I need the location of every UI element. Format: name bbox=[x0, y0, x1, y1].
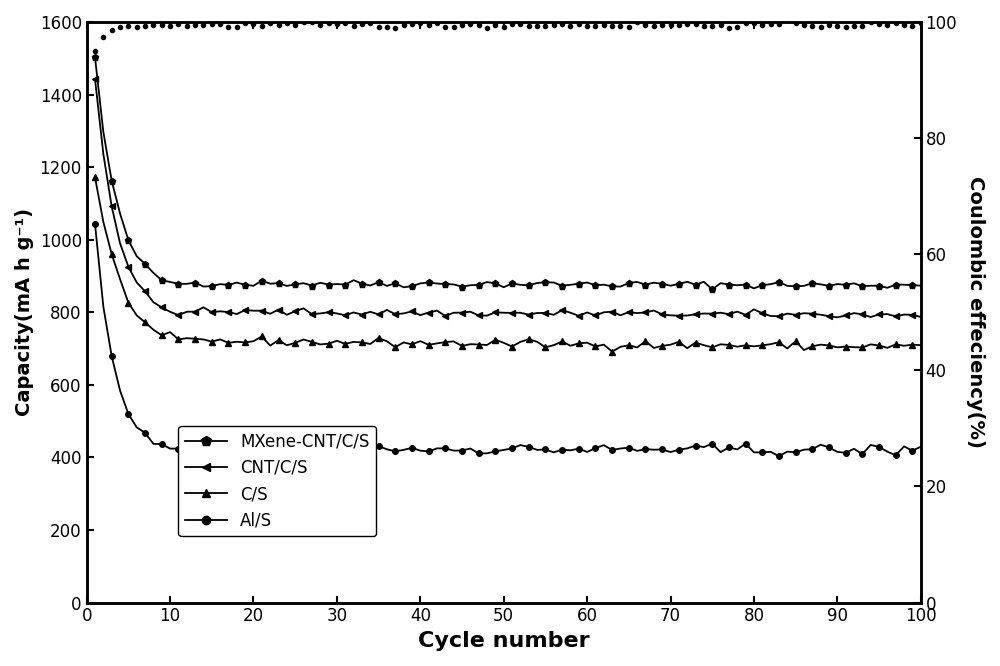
X-axis label: Cycle number: Cycle number bbox=[418, 631, 590, 651]
Legend: MXene-CNT/C/S, CNT/C/S, C/S, Al/S: MXene-CNT/C/S, CNT/C/S, C/S, Al/S bbox=[178, 426, 376, 536]
Y-axis label: Coulombic effeciency(%): Coulombic effeciency(%) bbox=[966, 176, 985, 448]
Y-axis label: Capacity(mA h g⁻¹): Capacity(mA h g⁻¹) bbox=[15, 208, 34, 416]
